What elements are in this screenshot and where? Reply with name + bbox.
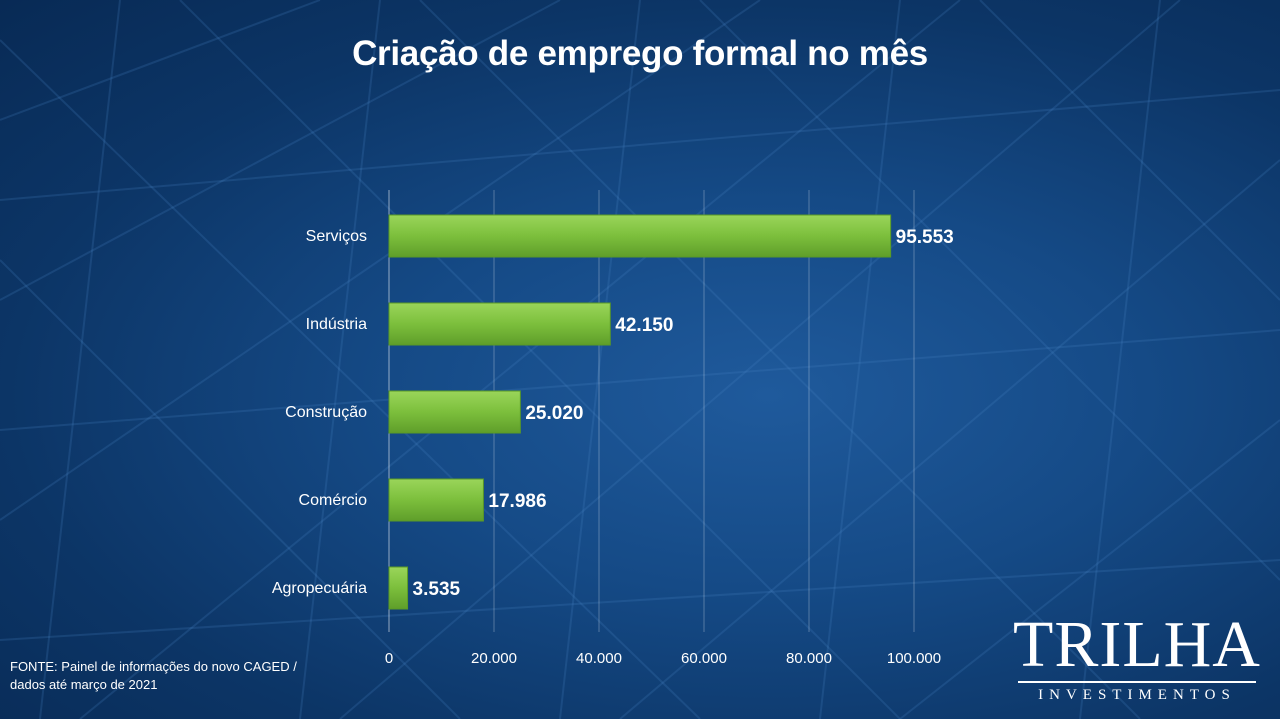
value-label: 3.535	[413, 579, 461, 600]
x-tick-label: 0	[385, 650, 393, 667]
x-tick-label: 60.000	[681, 650, 727, 667]
x-tick-label: 80.000	[786, 650, 832, 667]
bar	[388, 214, 892, 258]
source-line-2: dados até março de 2021	[10, 677, 158, 692]
bar	[388, 302, 611, 346]
value-label: 17.986	[488, 491, 546, 512]
source-note: FONTE: Painel de informações do novo CAG…	[10, 658, 297, 694]
value-label: 25.020	[525, 403, 583, 424]
chart-title: Criação de emprego formal no mês	[352, 34, 928, 73]
trilha-logo: TRILHA INVESTIMENTOS	[1012, 612, 1262, 704]
category-label: Construção	[285, 404, 367, 421]
source-line-1: FONTE: Painel de informações do novo CAG…	[10, 659, 297, 674]
category-label: Indústria	[306, 316, 367, 333]
x-tick-label: 100.000	[887, 650, 941, 667]
bar	[388, 566, 409, 610]
x-tick-label: 40.000	[576, 650, 622, 667]
logo-wordmark: TRILHA	[1013, 608, 1261, 681]
category-label: Agropecuária	[272, 580, 367, 597]
logo-subtitle: INVESTIMENTOS	[1038, 687, 1236, 703]
bar	[388, 478, 484, 522]
logo-divider	[1018, 681, 1256, 683]
x-tick-label: 20.000	[471, 650, 517, 667]
category-label: Serviços	[306, 228, 367, 245]
value-label: 95.553	[896, 227, 954, 248]
bar	[388, 390, 521, 434]
value-label: 42.150	[615, 315, 673, 336]
category-label: Comércio	[299, 492, 368, 509]
